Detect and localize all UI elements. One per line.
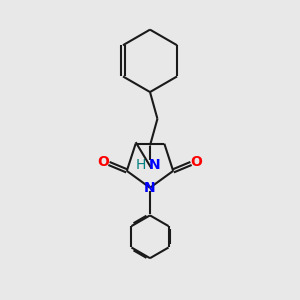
Text: N: N [144, 181, 156, 195]
Text: H: H [135, 158, 146, 172]
Text: O: O [190, 155, 202, 169]
Text: N: N [148, 158, 160, 172]
Text: O: O [98, 155, 109, 169]
